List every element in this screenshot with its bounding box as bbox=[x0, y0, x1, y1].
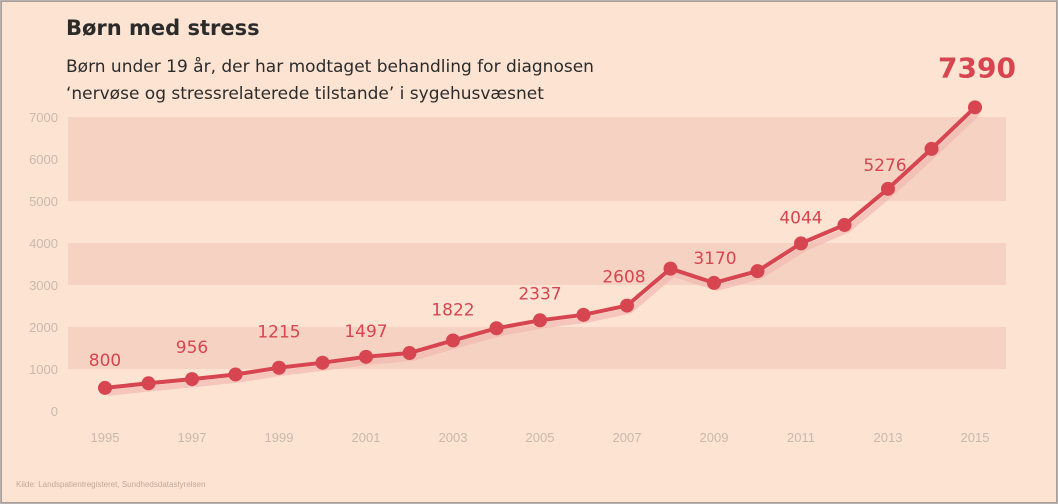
y-tick-label: 2000 bbox=[29, 320, 58, 335]
data-point bbox=[98, 380, 112, 395]
data-point bbox=[620, 298, 634, 313]
source-note: Kilde: Landspatientregisteret, Sundhedsd… bbox=[16, 480, 206, 489]
data-point bbox=[402, 346, 417, 361]
data-point bbox=[228, 367, 243, 382]
data-point bbox=[794, 236, 808, 251]
data-point bbox=[533, 313, 547, 328]
data-label: 956 bbox=[176, 338, 208, 358]
x-tick-label: 2011 bbox=[787, 430, 815, 445]
data-point bbox=[924, 141, 939, 156]
data-label: 2337 bbox=[518, 284, 561, 304]
data-point bbox=[576, 307, 591, 322]
data-label: 800 bbox=[89, 351, 121, 371]
grid-band bbox=[68, 327, 1006, 369]
data-point bbox=[750, 264, 765, 279]
data-point bbox=[968, 100, 982, 115]
data-point bbox=[141, 376, 156, 391]
data-label: 2608 bbox=[602, 268, 645, 288]
data-point bbox=[446, 333, 460, 348]
x-tick-label: 2003 bbox=[439, 430, 468, 445]
grid-band bbox=[68, 117, 1006, 159]
data-label: 3170 bbox=[693, 249, 736, 269]
data-point bbox=[489, 321, 504, 336]
x-tick-label: 1997 bbox=[178, 430, 207, 445]
data-label: 4044 bbox=[779, 208, 822, 228]
chart-title: Børn med stress bbox=[66, 16, 260, 40]
data-point bbox=[185, 372, 199, 387]
data-point bbox=[707, 275, 721, 290]
data-point bbox=[881, 181, 895, 196]
chart-subtitle-line-1: Børn under 19 år, der har modtaget behan… bbox=[66, 57, 594, 77]
data-point bbox=[837, 217, 852, 232]
data-point bbox=[272, 360, 286, 375]
y-tick-label: 3000 bbox=[29, 278, 58, 293]
x-tick-label: 2007 bbox=[613, 430, 642, 445]
grid-band bbox=[68, 159, 1006, 201]
data-label: 7390 bbox=[938, 51, 1016, 84]
x-tick-label: 2001 bbox=[352, 430, 381, 445]
x-tick-label: 2015 bbox=[961, 430, 990, 445]
x-tick-label: 1999 bbox=[265, 430, 294, 445]
data-point bbox=[315, 355, 330, 370]
x-tick-label: 1995 bbox=[91, 430, 120, 445]
data-point bbox=[359, 349, 373, 364]
x-tick-label: 2009 bbox=[700, 430, 729, 445]
data-label: 1215 bbox=[257, 323, 300, 343]
data-point bbox=[663, 261, 678, 276]
y-tick-label: 5000 bbox=[29, 194, 58, 209]
x-tick-label: 2013 bbox=[874, 430, 903, 445]
data-label: 5276 bbox=[863, 156, 906, 176]
x-tick-label: 2005 bbox=[526, 430, 555, 445]
y-tick-label: 7000 bbox=[29, 110, 58, 125]
y-tick-label: 1000 bbox=[29, 362, 58, 377]
data-label: 1822 bbox=[431, 300, 474, 320]
grid-band bbox=[68, 243, 1006, 285]
y-tick-label: 0 bbox=[51, 404, 58, 419]
chart-subtitle-line-2: ‘nervøse og stressrelaterede tilstande’ … bbox=[66, 84, 544, 104]
data-label: 1497 bbox=[344, 322, 387, 342]
y-tick-label: 4000 bbox=[29, 236, 58, 251]
y-tick-label: 6000 bbox=[29, 152, 58, 167]
